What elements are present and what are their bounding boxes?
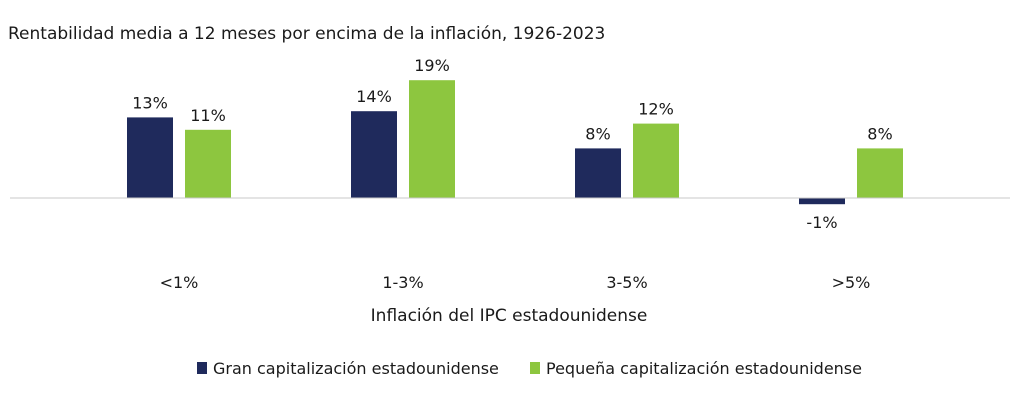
data-label-2-3: 12% [638,100,674,119]
x-tick-label: 3-5% [606,273,647,292]
data-label-2-4: 8% [867,124,892,143]
legend-swatch-2 [530,362,540,374]
data-label-1-1: 13% [132,93,168,112]
data-label-1-4: -1% [806,213,837,232]
bar-1-4 [799,198,845,205]
bar-1-3 [575,148,621,198]
legend: Gran capitalización estadounidense Pequeñ… [197,359,862,378]
bar-2-2 [409,80,455,198]
legend-label-1: Gran capitalización estadounidense [213,359,499,378]
data-label-1-2: 14% [356,87,392,106]
x-tick-label: >5% [832,273,871,292]
x-tick-label: <1% [160,273,199,292]
legend-swatch-1 [197,362,207,374]
data-label-1-3: 8% [585,124,610,143]
bar-2-4 [857,148,903,198]
chart-title: Rentabilidad media a 12 meses por encima… [8,24,605,44]
x-axis-title: Inflación del IPC estadounidense [371,306,648,326]
bar-1-2 [351,111,397,198]
bar-2-3 [633,123,679,198]
x-tick-labels: <1% 1-3% 3-5% >5% [160,273,871,292]
bar-1-1 [127,117,173,198]
bar-2-1 [185,129,231,198]
data-label-2-2: 19% [414,56,450,75]
bars-group: 13% 11% 14% 19% 8% 12% -1% 8% [127,56,903,232]
data-label-2-1: 11% [190,106,226,125]
x-tick-label: 1-3% [382,273,423,292]
legend-label-2: Pequeña capitalización estadounidense [546,359,862,378]
